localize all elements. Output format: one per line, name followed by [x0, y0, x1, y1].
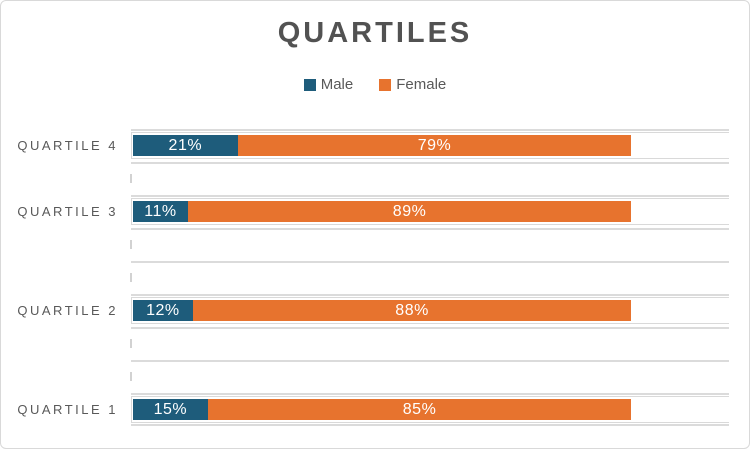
bar-segment-male: 11%	[133, 201, 188, 222]
gridline	[131, 393, 729, 395]
category-label: QUARTILE 1	[17, 402, 118, 417]
gridline	[131, 261, 729, 263]
legend-label-female: Female	[396, 76, 447, 93]
bar-value-label: 12%	[146, 301, 180, 319]
legend: Male Female	[1, 76, 749, 93]
gridline	[131, 162, 729, 164]
bar-value-label: 89%	[392, 202, 427, 220]
gridline	[131, 360, 729, 362]
legend-item-male: Male	[303, 76, 354, 93]
bar-row: 12% 88%	[131, 297, 729, 324]
bar-value-label: 11%	[144, 202, 177, 220]
gridline	[131, 195, 729, 197]
bar-row: 21% 79%	[131, 132, 729, 159]
axis-tick	[130, 240, 132, 249]
legend-item-female: Female	[379, 76, 446, 93]
bar-value-label: 88%	[395, 301, 429, 319]
category-label: QUARTILE 4	[17, 138, 118, 153]
gridline	[131, 294, 729, 296]
legend-swatch-female-icon	[379, 78, 392, 91]
bar-segment-female: 79%	[237, 135, 632, 156]
bar-value-label: 15%	[153, 400, 188, 418]
gridline	[131, 327, 729, 329]
category-axis: QUARTILE 4 QUARTILE 3 QUARTILE 2 QUARTILE 1	[1, 129, 118, 426]
bar-segment-female: 88%	[192, 300, 632, 321]
stacked-bar: 11% 89%	[133, 201, 632, 222]
bar-row: 11% 89%	[131, 198, 729, 225]
category-label: QUARTILE 2	[17, 303, 118, 318]
axis-tick	[130, 174, 132, 183]
stacked-bar: 12% 88%	[133, 300, 632, 321]
gridline	[131, 129, 729, 131]
bar-value-label: 85%	[402, 400, 437, 418]
bar-row: 15% 85%	[131, 396, 729, 423]
category-label: QUARTILE 3	[17, 204, 118, 219]
axis-tick	[130, 339, 132, 348]
gridline	[131, 228, 729, 230]
legend-swatch-male-icon	[303, 78, 316, 91]
gridline	[131, 424, 729, 426]
bar-segment-male: 12%	[133, 300, 193, 321]
axis-tick	[130, 273, 132, 282]
stacked-bar: 21% 79%	[133, 135, 632, 156]
bar-segment-female: 85%	[207, 399, 632, 420]
bar-segment-male: 21%	[133, 135, 238, 156]
chart-title: QUARTILES	[277, 17, 473, 49]
bar-value-label: 79%	[417, 136, 452, 154]
legend-label-male: Male	[320, 76, 354, 93]
stacked-bar: 15% 85%	[133, 399, 632, 420]
bar-segment-male: 15%	[133, 399, 208, 420]
axis-tick	[130, 372, 132, 381]
bar-value-label: 21%	[168, 136, 203, 154]
plot-area: 21% 79% 11% 89% 12% 88% 15% 85%	[130, 129, 729, 426]
bar-segment-female: 89%	[187, 201, 632, 222]
